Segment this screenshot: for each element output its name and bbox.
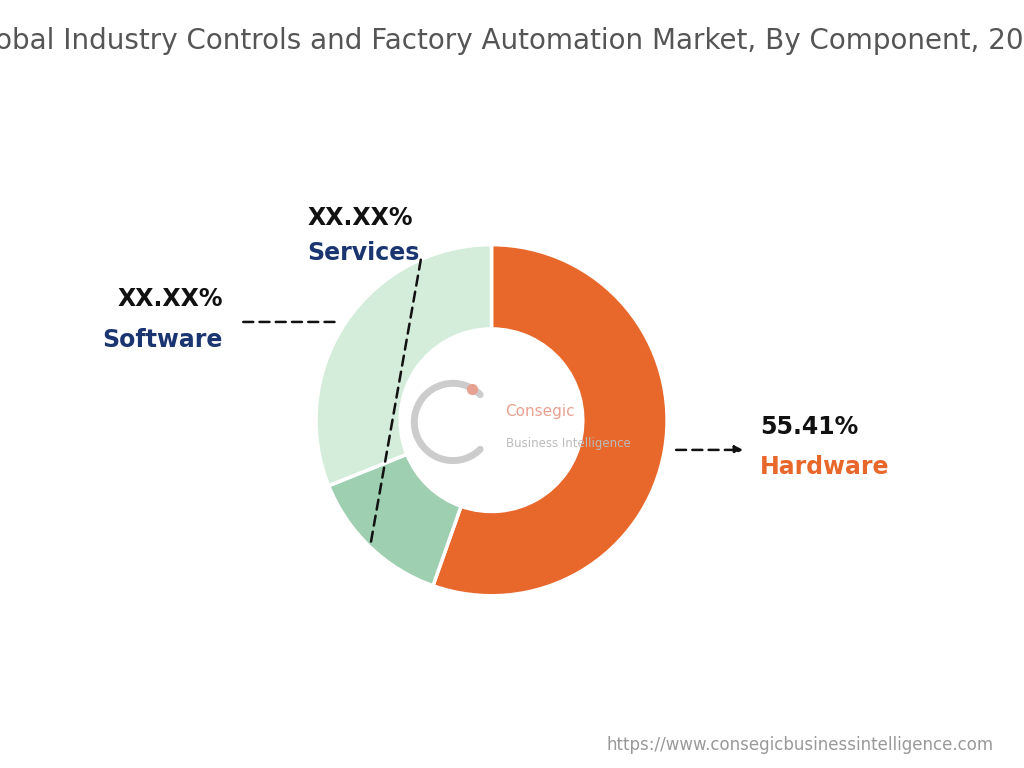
Text: XX.XX%: XX.XX%: [307, 207, 413, 230]
Text: Consegic: Consegic: [506, 404, 575, 419]
Text: Software: Software: [102, 327, 223, 352]
Text: Hardware: Hardware: [760, 455, 890, 479]
Wedge shape: [433, 245, 667, 596]
Text: 55.41%: 55.41%: [760, 415, 858, 439]
Text: Global Industry Controls and Factory Automation Market, By Component, 2023: Global Industry Controls and Factory Aut…: [0, 27, 1024, 55]
Wedge shape: [316, 245, 492, 485]
Text: https://www.consegicbusinessintelligence.com: https://www.consegicbusinessintelligence…: [606, 737, 993, 754]
Wedge shape: [329, 455, 461, 586]
Text: Services: Services: [307, 241, 420, 266]
Text: XX.XX%: XX.XX%: [118, 287, 223, 311]
Text: Business Intelligence: Business Intelligence: [506, 436, 631, 449]
